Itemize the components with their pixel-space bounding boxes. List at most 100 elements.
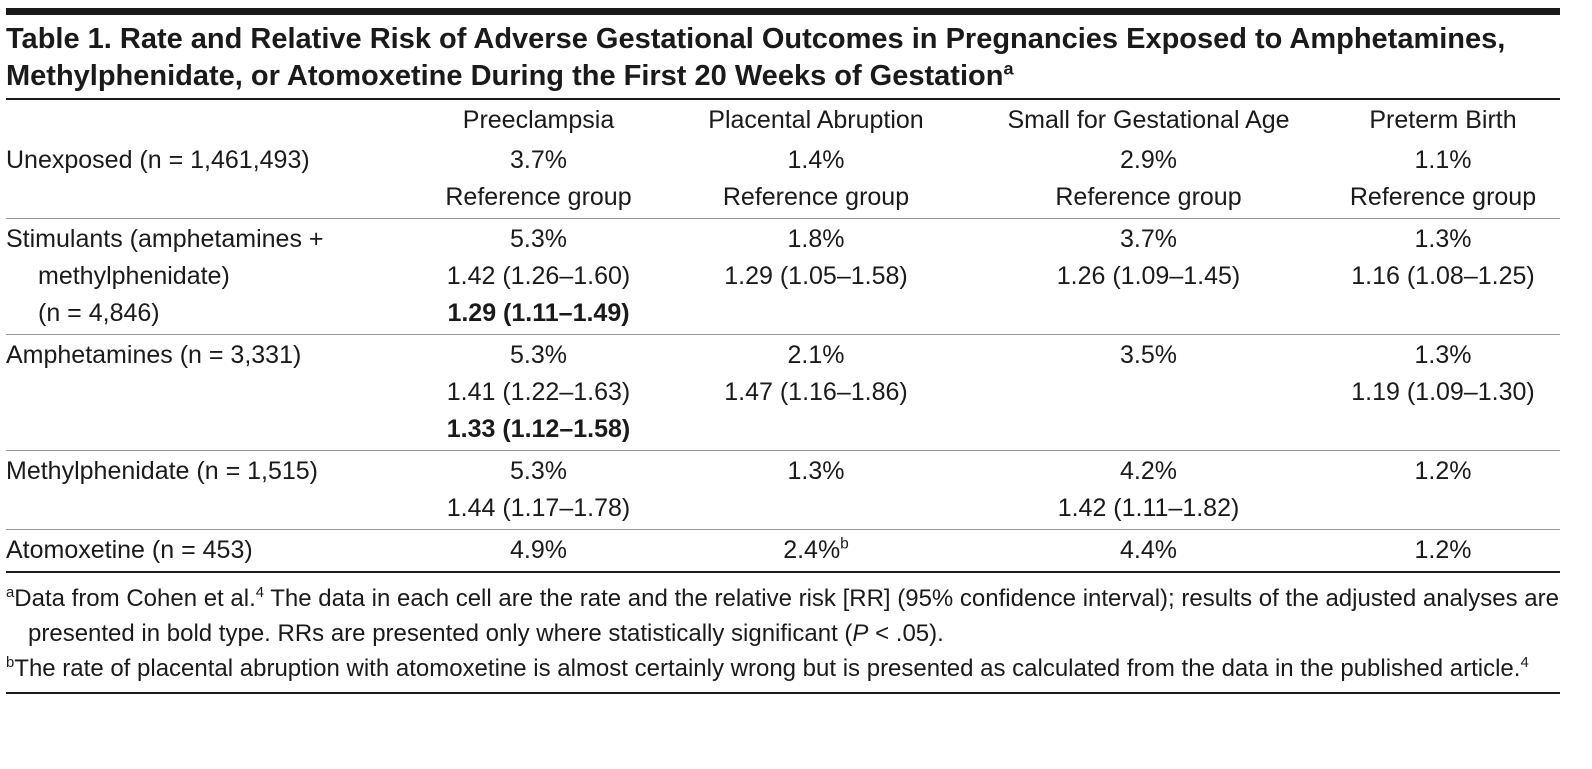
rate: 1.3%: [1414, 225, 1472, 253]
table-body: Unexposed (n = 1,461,493) 3.7% Reference g…: [6, 140, 1560, 573]
rate-line: 1.3%: [661, 453, 971, 490]
rate: 1.3%: [787, 457, 845, 485]
rate: 4.2%: [1120, 457, 1177, 485]
footnote-text: The data in each cell are the rate and t…: [28, 585, 1559, 647]
row-label: Atomoxetine (n = 453): [6, 529, 416, 573]
row-label-line: Amphetamines (n = 3,331): [6, 341, 302, 369]
data-cell: 1.2%: [1326, 450, 1560, 530]
data-cell: 1.4% Reference group: [661, 140, 971, 219]
relative-risk: Reference group: [445, 183, 632, 211]
reference-mark: 4: [1520, 655, 1529, 671]
rate: 3.5%: [1120, 341, 1177, 369]
relative-risk: 1.19 (1.09–1.30): [1351, 378, 1535, 406]
data-cell: 1.1% Reference group: [1326, 140, 1560, 219]
rate: 4.9%: [510, 536, 567, 564]
rate-line: 2.4%b: [661, 532, 971, 569]
row-label-line: Methylphenidate (n = 1,515): [6, 457, 319, 485]
data-cell: 5.3% 1.44 (1.17–1.78): [416, 450, 661, 530]
data-cell: 1.3% 1.16 (1.08–1.25): [1326, 218, 1560, 335]
data-cell: 1.3% 1.19 (1.09–1.30): [1326, 334, 1560, 451]
relative-risk: 1.42 (1.26–1.60): [446, 262, 631, 290]
rate-line: 2.9%: [971, 142, 1326, 179]
column-header: Small for Gestational Age: [1007, 105, 1290, 134]
rate-line: 3.5%: [971, 337, 1326, 374]
rate: 5.3%: [510, 457, 567, 485]
data-cell: 3.7% Reference group: [416, 140, 661, 219]
row-label: Stimulants (amphetamines + methylphenidat…: [6, 218, 416, 335]
row-label: Unexposed (n = 1,461,493): [6, 140, 416, 219]
adjusted-relative-risk: 1.33 (1.12–1.58): [446, 415, 631, 443]
relative-risk: Reference group: [1349, 183, 1537, 211]
rate: 1.3%: [1414, 341, 1472, 369]
data-cell: 2.9% Reference group: [971, 140, 1326, 219]
rate-line: 1.3%: [1326, 221, 1560, 258]
relative-risk: 1.16 (1.08–1.25): [1351, 262, 1535, 290]
data-cell: 4.2% 1.42 (1.11–1.82): [971, 450, 1326, 530]
data-table: Preeclampsia Placental Abruption Small for…: [6, 100, 1560, 573]
footnotes: aData from Cohen et al.4 The data in eac…: [6, 573, 1560, 694]
table-row: Stimulants (amphetamines + methylphenidat…: [6, 218, 1560, 335]
table-row: Atomoxetine (n = 453) 4.9% 2.4%b 4.4% 1.2%: [6, 529, 1560, 573]
data-cell: 1.3%: [661, 450, 971, 530]
row-label: Methylphenidate (n = 1,515): [6, 450, 416, 530]
data-cell: 3.5%: [971, 334, 1326, 451]
footnote-text: < .05).: [868, 620, 944, 647]
rate-line: 4.4%: [971, 532, 1326, 569]
title-text: Table 1. Rate and Relative Risk of Adver…: [6, 23, 1506, 92]
rate-line: 3.7%: [416, 142, 661, 179]
rate: 5.3%: [510, 225, 567, 253]
rate: 3.7%: [510, 146, 567, 174]
rate-line: 5.3%: [416, 221, 661, 258]
rate-line: 1.2%: [1326, 453, 1560, 490]
row-label-line: Unexposed (n = 1,461,493): [6, 146, 310, 174]
adjusted-relative-risk: 1.29 (1.11–1.49): [447, 299, 630, 327]
data-cell: 1.8% 1.29 (1.05–1.58): [661, 218, 971, 335]
footnote-text: The rate of placental abruption with ato…: [14, 655, 1521, 682]
rate-line: 1.4%: [661, 142, 971, 179]
table-document: Table 1. Rate and Relative Risk of Adver…: [6, 8, 1560, 694]
rate-line: 2.1%: [661, 337, 971, 374]
rate: 1.8%: [787, 225, 845, 253]
rate: 5.3%: [510, 341, 567, 369]
reference-mark: 4: [255, 585, 265, 601]
rate: 2.9%: [1120, 146, 1177, 174]
relative-risk: 1.41 (1.22–1.63): [446, 378, 631, 406]
rate-line: 1.2%: [1326, 532, 1560, 569]
relative-risk: Reference group: [722, 183, 910, 211]
relative-risk: 1.47 (1.16–1.86): [724, 378, 908, 406]
footnote-mark: b: [6, 655, 15, 671]
row-label-line: Atomoxetine (n = 453): [6, 536, 253, 564]
footnote-mark: b: [840, 535, 849, 553]
footnote-italic: P: [852, 620, 869, 647]
column-header: Preeclampsia: [462, 105, 615, 134]
header-cell: [6, 100, 416, 140]
rate-line: 1.3%: [1326, 337, 1560, 374]
rate: 2.1%: [787, 341, 845, 369]
data-cell: 4.9%: [416, 529, 661, 573]
column-header: Preterm Birth: [1369, 105, 1517, 134]
rate: 1.2%: [1414, 536, 1472, 564]
column-header: Placental Abruption: [708, 105, 924, 134]
table-title: Table 1. Rate and Relative Risk of Adver…: [6, 8, 1560, 100]
header-row: Preeclampsia Placental Abruption Small for…: [6, 100, 1560, 140]
table-row: Amphetamines (n = 3,331) 5.3% 1.41 (1.22–1…: [6, 334, 1560, 451]
rate: 2.4%: [783, 536, 841, 564]
footnote-mark: a: [6, 585, 15, 601]
data-cell: 1.2%: [1326, 529, 1560, 573]
data-cell: 2.4%b: [661, 529, 971, 573]
relative-risk: Reference group: [1055, 183, 1242, 211]
rate: 1.2%: [1414, 457, 1472, 485]
rate-line: 5.3%: [416, 337, 661, 374]
rate-line: 4.2%: [971, 453, 1326, 490]
rate-line: 3.7%: [971, 221, 1326, 258]
relative-risk: 1.44 (1.17–1.78): [446, 494, 631, 522]
rate: 1.1%: [1414, 146, 1472, 174]
rate-line: 1.8%: [661, 221, 971, 258]
data-cell: 4.4%: [971, 529, 1326, 573]
relative-risk: 1.26 (1.09–1.45): [1056, 262, 1241, 290]
table-row: Methylphenidate (n = 1,515) 5.3% 1.44 (1.1…: [6, 450, 1560, 530]
footnote: bThe rate of placental abruption with at…: [6, 651, 1560, 686]
data-cell: 5.3% 1.42 (1.26–1.60) 1.29 (1.11–1.49): [416, 218, 661, 335]
rate-line: 1.1%: [1326, 142, 1560, 179]
data-cell: 3.7% 1.26 (1.09–1.45): [971, 218, 1326, 335]
